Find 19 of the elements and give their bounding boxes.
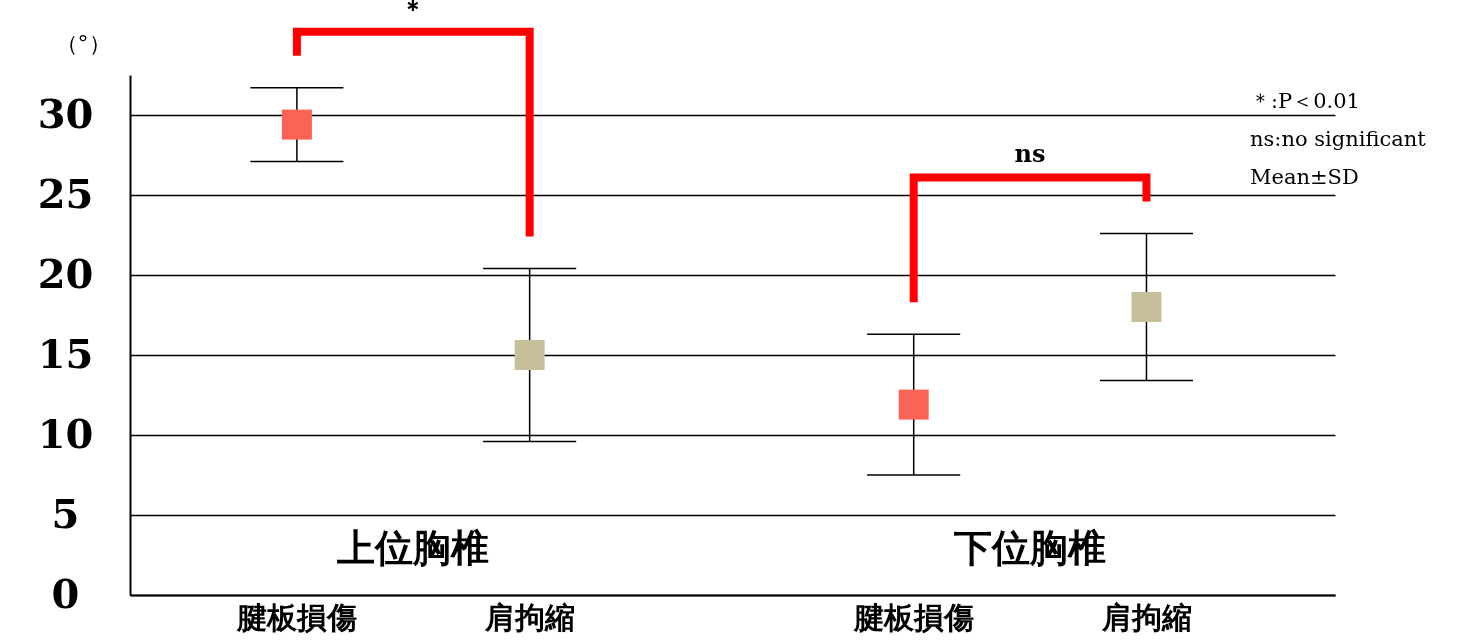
x-tick-label: 腱板損傷 [236,599,358,635]
annotation: 上位胸椎 [337,526,490,571]
x-tick-label: 腱板損傷 [853,599,975,635]
y-tick-label: 20 [37,249,94,297]
annotation: Mean±SD [1250,165,1359,189]
annotation: ns [1014,139,1046,169]
y-tick-label: 25 [37,169,94,217]
y-tick-label: 5 [51,489,80,537]
y-axis-title: （°） [55,30,111,56]
text: ＊ [401,0,426,23]
x-tick-label: 肩拘縮 [484,599,576,635]
y-tick-label: 30 [37,89,94,137]
annotation: 下位胸椎 [954,526,1107,571]
y-tick-label: 0 [51,569,80,617]
x-tick-label: 肩拘縮 [1100,599,1192,635]
annotation: ＊:P＜0.01 [1250,89,1360,113]
annotation: ns:no significant [1250,127,1427,151]
y-tick-label: 10 [37,409,94,457]
y-tick-label: 15 [37,329,94,377]
